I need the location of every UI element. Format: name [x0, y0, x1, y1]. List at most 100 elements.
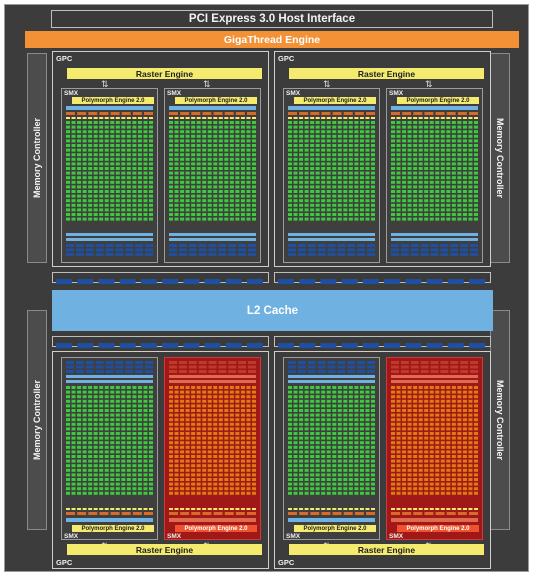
memory-interface-block	[119, 279, 136, 284]
cuda-core	[137, 176, 142, 180]
cuda-core	[143, 427, 148, 431]
cuda-core	[143, 386, 148, 389]
cuda-core	[143, 464, 148, 468]
cuda-core	[371, 482, 375, 486]
cuda-core	[468, 436, 473, 440]
cuda-core	[396, 436, 401, 440]
cuda-core	[359, 491, 364, 495]
cuda-core	[413, 153, 418, 157]
cuda-core	[149, 478, 153, 481]
cuda-core	[474, 190, 478, 193]
cuda-core	[293, 162, 298, 166]
cuda-core	[240, 153, 245, 157]
cuda-core	[202, 464, 207, 468]
cuda-core	[451, 121, 456, 124]
cuda-core	[332, 473, 337, 477]
cuda-core	[371, 445, 375, 449]
cuda-core	[310, 199, 315, 203]
cuda-core	[180, 422, 185, 426]
cuda-core	[240, 473, 245, 477]
cuda-core	[115, 176, 120, 180]
cuda-core	[149, 167, 153, 170]
cuda-core	[365, 390, 370, 394]
dispatch-unit	[104, 508, 109, 510]
cuda-core	[304, 459, 309, 463]
cuda-core	[143, 176, 148, 180]
cuda-core	[110, 487, 115, 491]
cuda-core	[99, 125, 104, 129]
cuda-core	[66, 473, 70, 477]
cuda-core	[137, 171, 142, 175]
cuda-core	[348, 176, 353, 180]
cuda-core	[66, 395, 70, 399]
memory-interface-block	[77, 343, 94, 348]
cuda-core	[457, 482, 462, 486]
cuda-core	[229, 399, 234, 403]
cuda-core	[252, 213, 256, 216]
texture-unit	[400, 248, 409, 252]
cuda-core	[435, 125, 440, 129]
cuda-core	[371, 134, 375, 138]
cuda-core	[446, 404, 451, 408]
cuda-core	[299, 450, 304, 454]
cuda-core	[348, 464, 353, 468]
cuda-core	[71, 482, 76, 486]
cuda-core	[332, 134, 337, 138]
cuda-core	[440, 487, 445, 491]
cuda-core	[462, 203, 467, 207]
cuda-core	[77, 445, 82, 449]
warp-scheduler-block	[343, 112, 353, 115]
cuda-core	[474, 432, 478, 435]
cuda-core	[418, 478, 423, 481]
cuda-core	[413, 427, 418, 431]
cuda-core	[468, 468, 473, 472]
cuda-core	[468, 203, 473, 207]
dispatch-unit	[326, 508, 331, 510]
cuda-core	[462, 395, 467, 399]
cuda-core	[77, 464, 82, 468]
cuda-core	[354, 134, 359, 138]
cuda-core	[413, 399, 418, 403]
cuda-core	[126, 390, 131, 394]
cuda-core	[462, 422, 467, 426]
cuda-core	[132, 390, 137, 394]
cuda-core	[354, 162, 359, 166]
cuda-core	[110, 473, 115, 477]
cuda-core	[99, 171, 104, 175]
cuda-core	[371, 409, 375, 412]
cuda-core	[468, 432, 473, 435]
cuda-core	[240, 450, 245, 454]
cuda-core	[293, 432, 298, 435]
cuda-core	[169, 130, 173, 134]
texture-unit	[288, 370, 296, 373]
cuda-core	[77, 395, 82, 399]
cuda-core	[93, 390, 98, 394]
cuda-core	[88, 464, 93, 468]
texture-unit	[85, 370, 94, 373]
cuda-core	[413, 176, 418, 180]
cuda-core	[359, 199, 364, 203]
cuda-core	[396, 450, 401, 454]
cuda-core	[310, 176, 315, 180]
cuda-core	[354, 194, 359, 198]
cuda-core	[235, 436, 240, 440]
cuda-core	[310, 139, 315, 143]
cuda-core	[391, 441, 395, 445]
cuda-core	[207, 208, 212, 212]
cuda-core	[174, 190, 179, 193]
cuda-core	[218, 390, 223, 394]
cuda-core	[229, 473, 234, 477]
cuda-core	[468, 395, 473, 399]
cuda-core	[435, 436, 440, 440]
cuda-core	[310, 459, 315, 463]
cuda-core	[235, 185, 240, 189]
cuda-core	[396, 157, 401, 161]
cuda-core	[77, 413, 82, 417]
cuda-core	[180, 203, 185, 207]
cuda-core	[407, 176, 412, 180]
cuda-core	[332, 213, 337, 216]
gpc-top-right: GPC Raster Engine ⇅ ⇅ SMX Polymorph Engi…	[274, 51, 491, 267]
cuda-core	[88, 390, 93, 394]
cuda-core	[371, 441, 375, 445]
cuda-core	[418, 180, 423, 184]
